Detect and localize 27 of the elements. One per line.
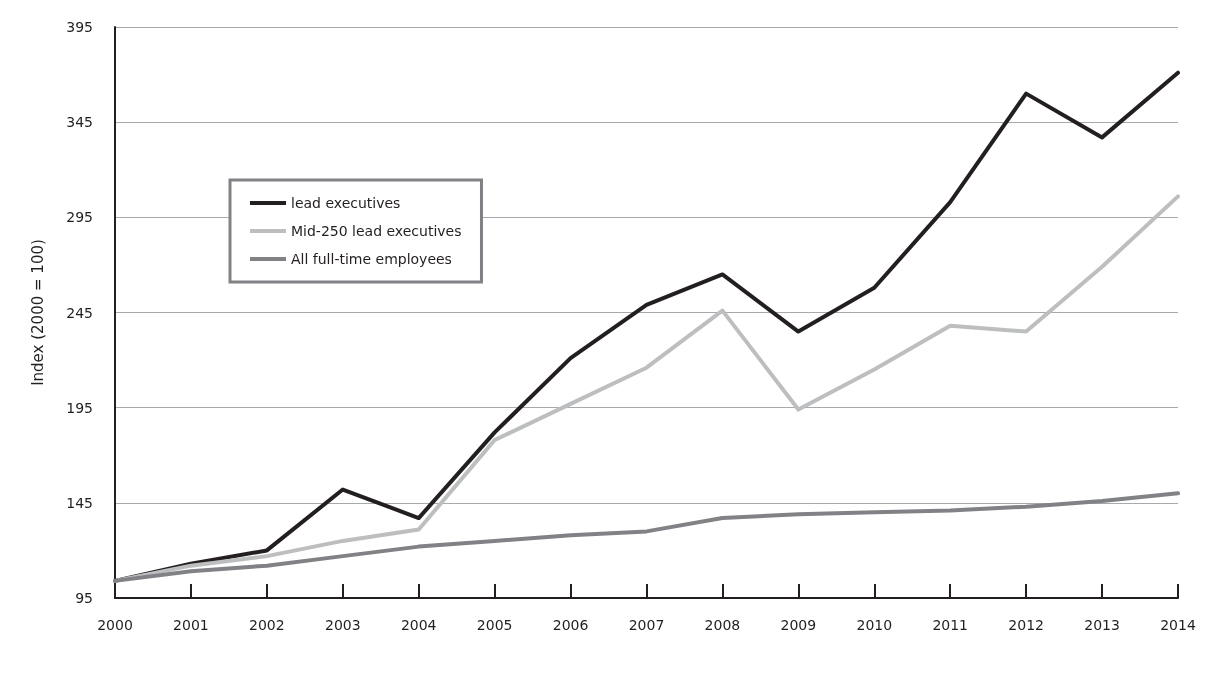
y-tick-label: 295 [66,209,93,226]
x-tick-label: 2006 [552,617,589,633]
y-axis-title: Index (2000 = 100) [28,239,47,386]
y-tick-label: 245 [66,304,93,321]
y-tick-label: 345 [66,114,93,131]
y-tick-label: 145 [66,494,93,511]
legend-label: Mid-250 lead executives [291,223,462,239]
x-tick-label: 2011 [932,617,969,633]
y-tick-label: 395 [66,19,93,35]
x-tick-label: 2014 [1160,617,1196,633]
x-tick-label: 2003 [324,617,361,633]
x-tick-label: 2010 [856,617,893,633]
x-tick-label: 2004 [400,617,437,633]
x-tick-label: 2005 [476,617,513,633]
y-tick-label: 95 [75,590,93,606]
x-tick-label: 2002 [249,617,285,633]
x-tick-label: 2013 [1084,617,1120,633]
y-tick-label: 195 [66,399,93,416]
x-tick-label: 2007 [628,617,665,633]
legend-label: lead executives [291,195,401,211]
x-tick-label: 2001 [173,617,209,633]
x-tick-label: 2009 [780,617,817,633]
x-tick-label: 2000 [97,617,133,633]
x-tick-label: 2008 [704,617,741,633]
line-series [113,491,1180,583]
x-tick-label: 2012 [1008,617,1044,633]
legend-label: All full-time employees [291,251,452,267]
